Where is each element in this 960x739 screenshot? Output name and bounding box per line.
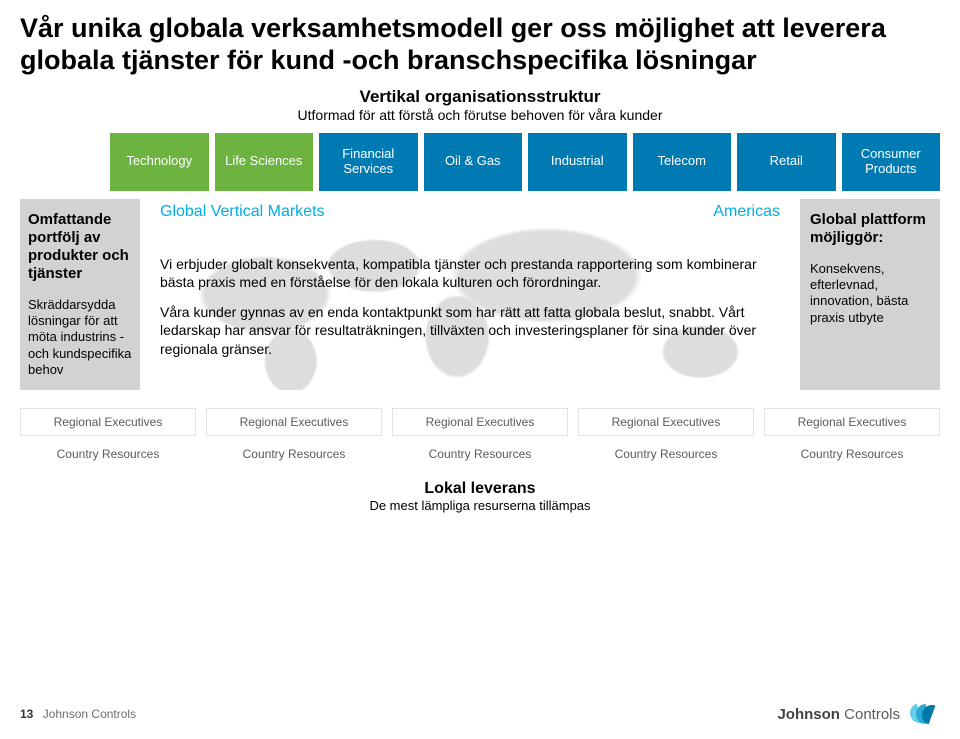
- right-heading: Global plattform möjliggör:: [810, 211, 930, 247]
- left-heading: Omfattande portfölj av produkter och tjä…: [28, 211, 132, 283]
- footer-left: 13 Johnson Controls: [20, 707, 136, 721]
- right-paragraph: Konsekvens, efterlevnad, innovation, bäs…: [810, 261, 930, 326]
- page-number: 13: [20, 707, 33, 721]
- footer-company: Johnson Controls: [43, 707, 136, 721]
- left-panel: Omfattande portfölj av produkter och tjä…: [20, 199, 140, 390]
- footer: 13 Johnson Controls Johnson Controls: [20, 699, 940, 729]
- country-resources-box: Country Resources: [578, 442, 754, 466]
- country-resources-box: Country Resources: [764, 442, 940, 466]
- band-right: Americas: [713, 203, 780, 221]
- logo: Johnson Controls: [777, 699, 940, 729]
- regional-exec-box: Regional Executives: [20, 408, 196, 436]
- local-line2: De mest lämpliga resurserna tillämpas: [20, 498, 940, 513]
- regional-section: Regional Executives Regional Executives Re…: [0, 390, 960, 513]
- regional-exec-row: Regional Executives Regional Executives Re…: [20, 408, 940, 436]
- center-body: Vi erbjuder globalt konsekventa, kompati…: [160, 255, 780, 358]
- regional-exec-box: Regional Executives: [764, 408, 940, 436]
- logo-mark-icon: [906, 699, 940, 729]
- center-p1: Vi erbjuder globalt konsekventa, kompati…: [160, 255, 780, 291]
- country-resources-box: Country Resources: [392, 442, 568, 466]
- local-line1: Lokal leverans: [20, 480, 940, 498]
- vertical-box-6: Retail: [737, 133, 836, 191]
- regional-exec-box: Regional Executives: [578, 408, 754, 436]
- subtitle-line2: Utformad för att förstå och förutse beho…: [0, 107, 960, 123]
- vertical-box-2: Financial Services: [319, 133, 418, 191]
- band-row: Global Vertical Markets Americas: [160, 203, 780, 221]
- local-block: Lokal leverans De mest lämpliga resurser…: [20, 480, 940, 513]
- band-left: Global Vertical Markets: [160, 203, 325, 221]
- vertical-box-0: Technology: [110, 133, 209, 191]
- regional-exec-box: Regional Executives: [206, 408, 382, 436]
- regional-exec-box: Regional Executives: [392, 408, 568, 436]
- vertical-box-3: Oil & Gas: [424, 133, 523, 191]
- logo-text-light2: Controls: [844, 706, 900, 723]
- country-resources-row: Country Resources Country Resources Countr…: [20, 442, 940, 466]
- left-paragraph: Skräddarsydda lösningar för att möta ind…: [28, 297, 132, 378]
- logo-text-bold: Johnson: [777, 706, 840, 723]
- logo-text: Johnson Controls: [777, 706, 900, 723]
- vertical-box-1: Life Sciences: [215, 133, 314, 191]
- country-resources-box: Country Resources: [206, 442, 382, 466]
- subtitle-block: Vertikal organisationsstruktur Utformad …: [0, 87, 960, 123]
- vertical-box-4: Industrial: [528, 133, 627, 191]
- verticals-row: TechnologyLife SciencesFinancial Service…: [0, 123, 960, 191]
- vertical-box-5: Telecom: [633, 133, 732, 191]
- subtitle-line1: Vertikal organisationsstruktur: [0, 87, 960, 107]
- center-panel: Global Vertical Markets Americas Vi erbj…: [150, 199, 790, 390]
- vertical-box-7: Consumer Products: [842, 133, 941, 191]
- right-panel: Global plattform möjliggör: Konsekvens, …: [800, 199, 940, 390]
- center-p2: Våra kunder gynnas av en enda kontaktpun…: [160, 303, 780, 358]
- country-resources-box: Country Resources: [20, 442, 196, 466]
- page-title: Vår unika globala verksamhetsmodell ger …: [0, 0, 960, 83]
- middle-row: Omfattande portfölj av produkter och tjä…: [0, 191, 960, 390]
